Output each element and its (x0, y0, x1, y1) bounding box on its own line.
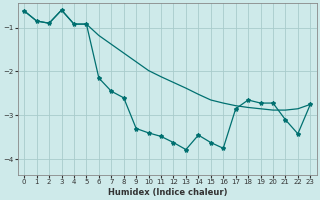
X-axis label: Humidex (Indice chaleur): Humidex (Indice chaleur) (108, 188, 227, 197)
